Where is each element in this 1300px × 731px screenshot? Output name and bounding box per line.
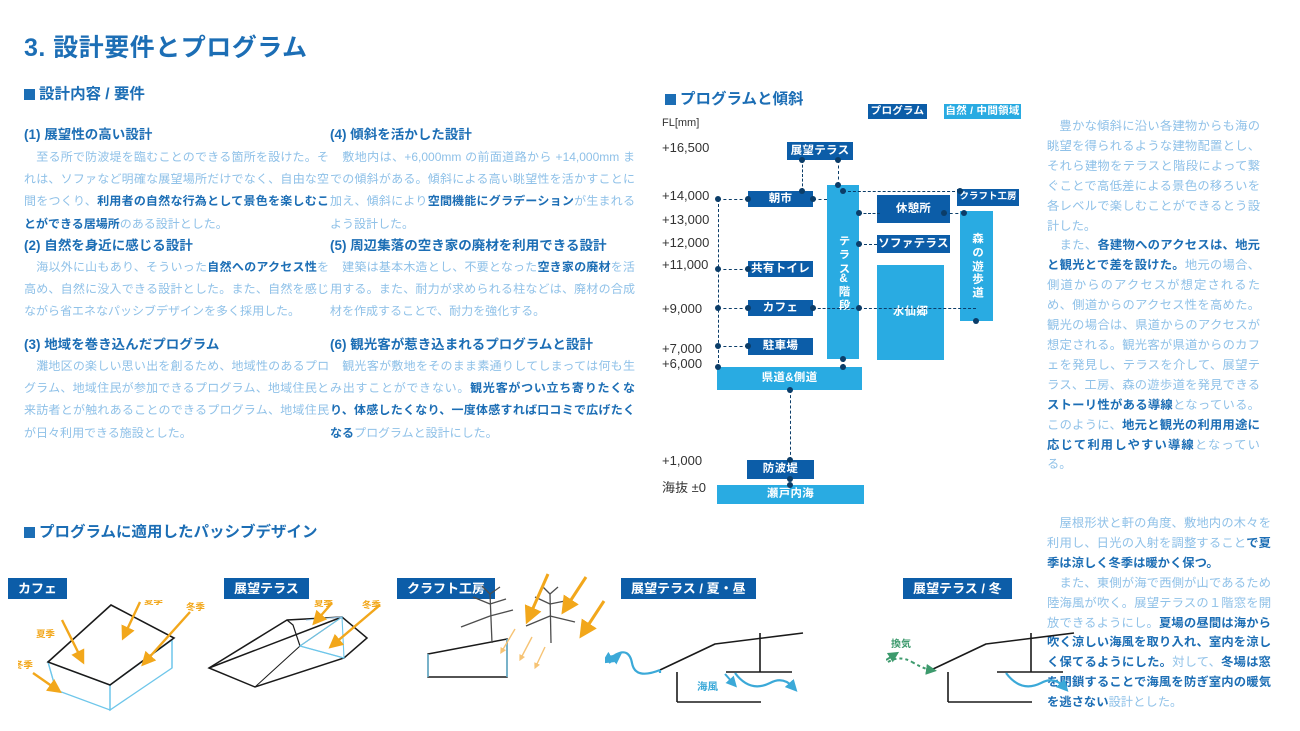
svg-text:冬季: 冬季 bbox=[362, 600, 382, 611]
svg-text:換気: 換気 bbox=[890, 638, 911, 650]
svg-text:冬季: 冬季 bbox=[18, 659, 34, 671]
svg-text:海風: 海風 bbox=[697, 680, 718, 693]
svg-text:夏季: 夏季 bbox=[36, 628, 56, 640]
svg-text:夏季: 夏季 bbox=[314, 600, 334, 609]
svg-text:夏季: 夏季 bbox=[144, 600, 164, 607]
